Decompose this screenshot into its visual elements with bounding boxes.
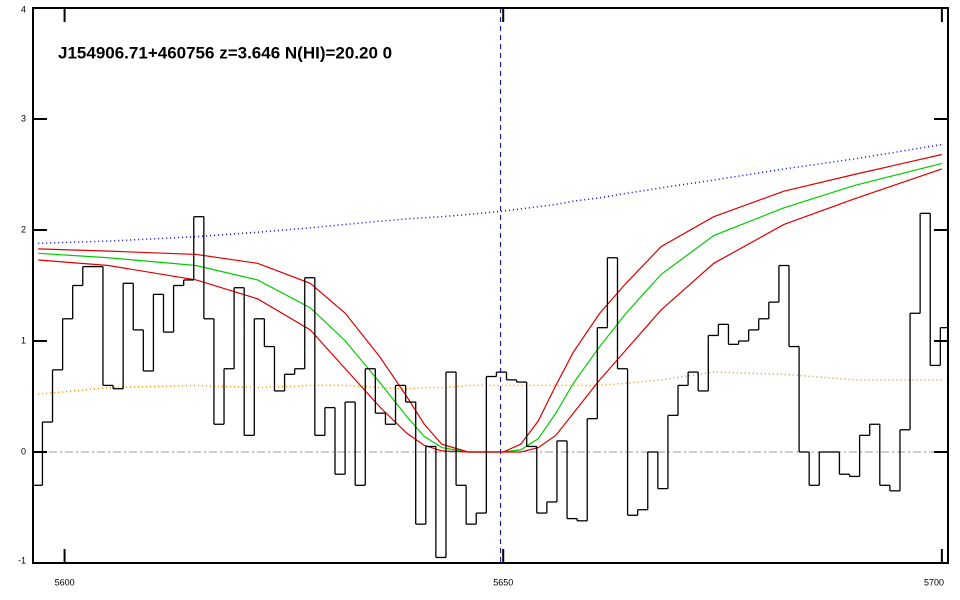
model-curve xyxy=(38,371,942,396)
y-tick-label: 1 xyxy=(21,335,26,345)
y-tick-label: 3 xyxy=(21,113,26,123)
model-curve xyxy=(38,168,943,453)
y-tick-label: 4 xyxy=(21,4,26,14)
x-tick-label: 5600 xyxy=(55,577,75,587)
y-tick-label: 0 xyxy=(21,446,26,456)
x-tick-label: 5650 xyxy=(493,577,513,587)
flux-connector xyxy=(41,213,941,558)
x-tick-label: 5700 xyxy=(924,577,944,587)
model-curve xyxy=(38,143,942,245)
y-tick-label: -1 xyxy=(18,555,26,565)
y-tick-label: 2 xyxy=(21,224,26,234)
plot-frame xyxy=(32,7,949,564)
chart-title: J154906.71+460756 z=3.646 N(HI)=20.20 0 xyxy=(58,43,392,62)
